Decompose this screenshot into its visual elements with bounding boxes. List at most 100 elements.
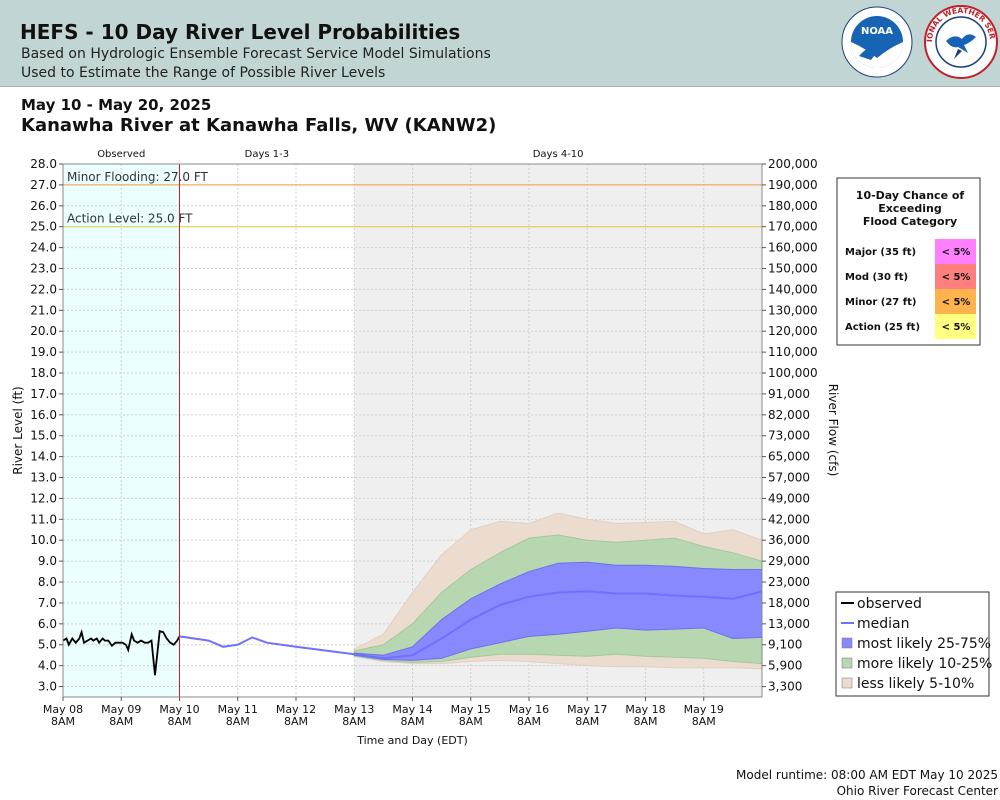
x-tick-sublabel: 8AM <box>459 715 483 728</box>
forecast-center: Ohio River Forecast Center <box>836 784 998 798</box>
y-tick-label: 15.0 <box>30 429 57 443</box>
nws-logo[interactable]: NATIONAL WEATHER SERVICE <box>924 5 998 79</box>
y2-tick-label: 73,000 <box>768 429 810 443</box>
y2-tick-label: 36,000 <box>768 533 810 547</box>
y2-tick-label: 110,000 <box>768 345 818 359</box>
exceedance-category: Minor (27 ft) <box>845 297 916 308</box>
y2-tick-label: 29,000 <box>768 554 810 568</box>
y-tick-label: 9.0 <box>38 554 57 568</box>
x-tick-sublabel: 8AM <box>633 715 657 728</box>
x-tick-label: May 08 <box>43 703 83 716</box>
x-tick-label: May 16 <box>509 703 549 716</box>
x-tick-label: May 18 <box>625 703 665 716</box>
y-tick-label: 17.0 <box>30 387 57 401</box>
median-line <box>179 590 763 660</box>
x-tick-sublabel: 8AM <box>400 715 424 728</box>
y2-tick-label: 170,000 <box>768 220 818 234</box>
y2-tick-label: 9,100 <box>768 638 802 652</box>
threshold-label: Action Level: 25.0 FT <box>67 212 193 226</box>
y2-tick-label: 180,000 <box>768 199 818 213</box>
legend-swatch-box <box>841 677 853 689</box>
y-tick-label: 6.0 <box>38 617 57 631</box>
x-tick-label: May 15 <box>451 703 491 716</box>
y2-tick-label: 65,000 <box>768 450 810 464</box>
y2-tick-label: 3,300 <box>768 680 802 694</box>
y2-tick-label: 5,900 <box>768 659 802 673</box>
noaa-logo-text: NOAA <box>861 26 893 37</box>
y2-tick-label: 42,000 <box>768 512 810 526</box>
y-tick-label: 23.0 <box>30 262 57 276</box>
y-tick-label: 11.0 <box>30 512 57 526</box>
x-tick-label: May 11 <box>218 703 258 716</box>
x-tick-sublabel: 8AM <box>517 715 541 728</box>
y-tick-label: 5.0 <box>38 638 57 652</box>
legend-box <box>835 591 990 697</box>
y-axis-label: River Level (ft) <box>11 386 25 474</box>
y-tick-label: 28.0 <box>30 157 57 171</box>
x-tick-label: May 19 <box>684 703 724 716</box>
x-tick-label: May 12 <box>276 703 316 716</box>
y2-tick-label: 150,000 <box>768 262 818 276</box>
y2-tick-label: 13,000 <box>768 617 810 631</box>
page-subtitle-2: Used to Estimate the Range of Possible R… <box>21 65 386 81</box>
x-tick-sublabel: 8AM <box>109 715 133 728</box>
y2-tick-label: 200,000 <box>768 157 818 171</box>
exceedance-chance: < 5% <box>942 322 971 333</box>
x-tick-sublabel: 8AM <box>167 715 191 728</box>
y-tick-label: 21.0 <box>30 303 57 317</box>
y2-tick-label: 49,000 <box>768 491 810 505</box>
y-tick-label: 3.0 <box>38 680 57 694</box>
exceedance-color-cell <box>935 289 976 314</box>
model-runtime: Model runtime: 08:00 AM EDT May 10 2025 <box>736 768 998 782</box>
y-tick-label: 13.0 <box>30 471 57 485</box>
exceedance-category: Action (25 ft) <box>845 322 920 333</box>
exceedance-category: Major (35 ft) <box>845 247 916 258</box>
x-tick-label: May 17 <box>567 703 607 716</box>
noaa-logo[interactable]: NOAA <box>841 6 913 78</box>
y-tick-label: 4.0 <box>38 659 57 673</box>
exceedance-category: Mod (30 ft) <box>845 272 908 283</box>
y2-tick-label: 82,000 <box>768 408 810 422</box>
y-tick-label: 16.0 <box>30 408 57 422</box>
y-tick-label: 18.0 <box>30 366 57 380</box>
x-tick-label: May 14 <box>392 703 432 716</box>
date-range: May 10 - May 20, 2025 <box>21 96 212 114</box>
exceedance-table-title: Flood Category <box>863 215 957 228</box>
exceedance-table-title: Exceeding <box>878 202 941 215</box>
legend-label: observed <box>857 596 922 612</box>
y-tick-label: 25.0 <box>30 220 57 234</box>
exceedance-color-cell <box>935 314 976 339</box>
y-tick-label: 24.0 <box>30 241 57 255</box>
exceedance-color-cell <box>935 239 976 264</box>
y-tick-label: 10.0 <box>30 533 57 547</box>
exceedance-color-cell <box>935 264 976 289</box>
location-title: Kanawha River at Kanawha Falls, WV (KANW… <box>21 115 497 136</box>
y-tick-label: 19.0 <box>30 345 57 359</box>
x-axis-label: Time and Day (EDT) <box>356 734 468 747</box>
x-tick-sublabel: 8AM <box>575 715 599 728</box>
threshold-label: Minor Flooding: 27.0 FT <box>67 170 209 184</box>
x-tick-sublabel: 8AM <box>226 715 250 728</box>
period-label-observed: Observed <box>97 149 145 160</box>
y2-tick-label: 130,000 <box>768 303 818 317</box>
x-tick-sublabel: 8AM <box>51 715 75 728</box>
period-label-days-1-3: Days 1-3 <box>245 149 289 160</box>
legend-label: less likely 5-10% <box>857 676 974 692</box>
exceedance-chance: < 5% <box>942 272 971 283</box>
y-tick-label: 8.0 <box>38 575 57 589</box>
page-title: HEFS - 10 Day River Level Probabilities <box>20 20 461 44</box>
y2-axis-label: River Flow (cfs) <box>826 384 840 477</box>
y2-tick-label: 91,000 <box>768 387 810 401</box>
exceedance-chance: < 5% <box>942 247 971 258</box>
y2-tick-label: 57,000 <box>768 471 810 485</box>
observed-line <box>62 629 181 676</box>
header-bar: HEFS - 10 Day River Level Probabilities … <box>0 0 1000 87</box>
exceedance-chance: < 5% <box>942 297 971 308</box>
y-tick-label: 27.0 <box>30 178 57 192</box>
x-tick-sublabel: 8AM <box>284 715 308 728</box>
y-tick-label: 7.0 <box>38 596 57 610</box>
y-tick-label: 22.0 <box>30 282 57 296</box>
x-tick-label: May 09 <box>101 703 141 716</box>
y-tick-label: 12.0 <box>30 491 57 505</box>
